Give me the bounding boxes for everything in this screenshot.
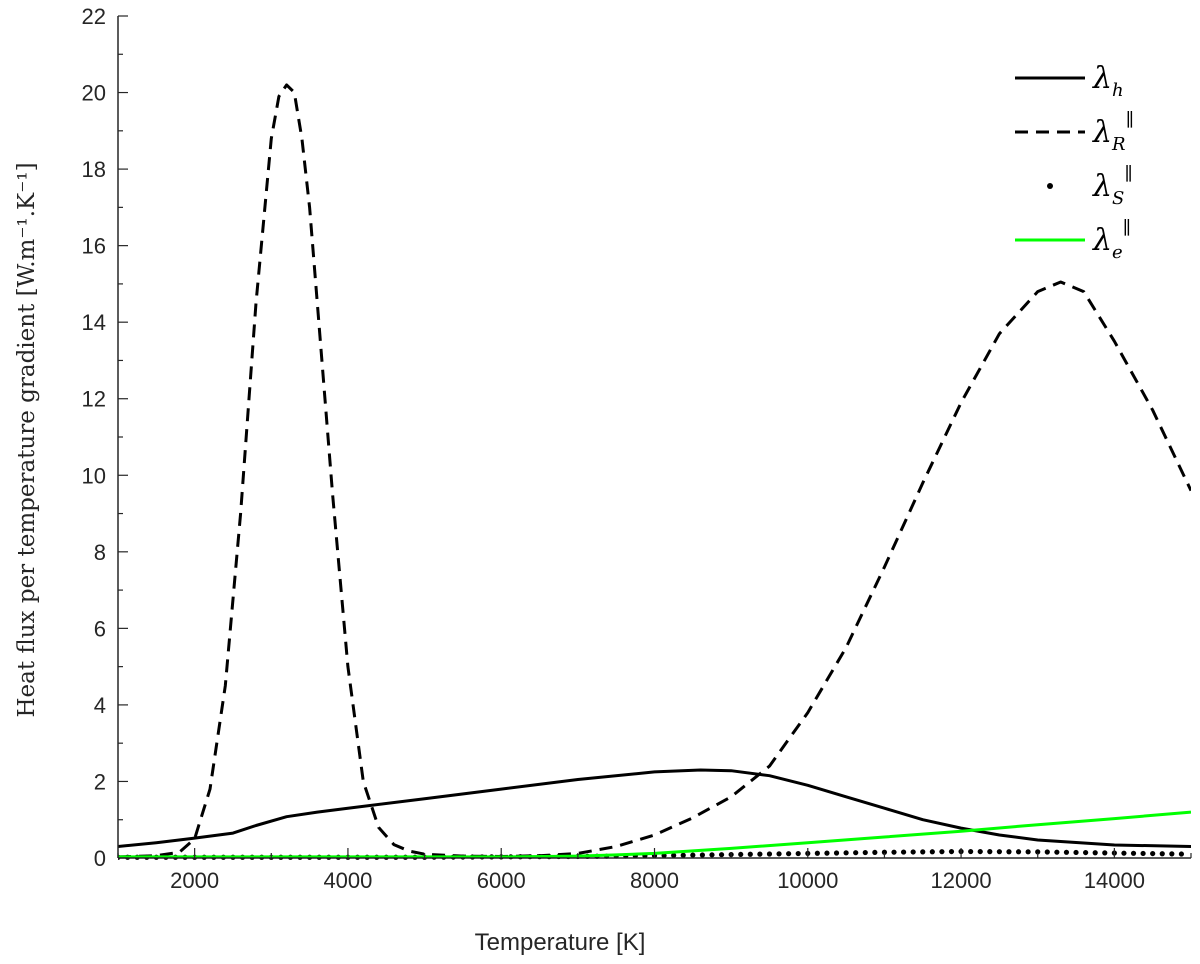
legend-subscript: S (1112, 188, 1124, 209)
series-3-line (118, 810, 1191, 859)
y-axis-title: Heat flux per temperature gradient [W.m⁻… (14, 162, 40, 717)
data-point (766, 851, 773, 857)
data-point (910, 849, 916, 855)
y-tick-label: 4 (94, 693, 106, 718)
x-tick-label: 14000 (1084, 868, 1145, 893)
data-point (987, 849, 993, 855)
data-point (1159, 851, 1165, 857)
data-point (824, 850, 830, 856)
y-tick-label: 20 (82, 81, 106, 106)
legend-subscript: e (1112, 242, 1123, 263)
legend-label: λR∥ (1092, 110, 1134, 155)
data-point (843, 850, 849, 856)
data-point (1054, 849, 1060, 855)
y-tick-label: 0 (94, 846, 106, 871)
data-point (996, 849, 1002, 855)
legend-label: λS∥ (1092, 164, 1133, 209)
x-tick-label: 12000 (930, 868, 991, 893)
data-point (881, 849, 888, 855)
data-point (891, 849, 897, 855)
x-tick-label: 10000 (777, 868, 838, 893)
data-point (1073, 849, 1079, 856)
legend-entry: λS∥ (1047, 164, 1133, 209)
data-point (1006, 849, 1012, 855)
data-point (977, 848, 983, 855)
legend-superscript: ∥ (1126, 110, 1134, 131)
data-point (853, 850, 859, 856)
data-point (1178, 851, 1185, 857)
data-point (862, 849, 868, 856)
data-point (1150, 850, 1156, 857)
data-point (1035, 849, 1041, 855)
legend-subscript: R (1111, 134, 1126, 155)
y-tick-label: 10 (82, 463, 106, 488)
data-point (1044, 849, 1050, 855)
data-point (939, 849, 945, 855)
data-point (718, 852, 725, 858)
legend-symbol: λ (1092, 61, 1112, 96)
y-tick-label: 6 (94, 616, 106, 641)
data-point (968, 848, 974, 855)
data-point (747, 851, 753, 857)
data-point (1025, 849, 1031, 855)
data-point (833, 850, 840, 856)
legend-symbol: λ (1092, 223, 1112, 258)
data-point (786, 851, 792, 857)
legend-marker (1047, 183, 1053, 189)
data-point (872, 849, 878, 856)
x-tick-label: 8000 (630, 868, 679, 893)
plot-area (118, 83, 1191, 860)
data-point (671, 852, 677, 859)
data-point (1092, 850, 1098, 856)
legend-symbol: λ (1092, 115, 1112, 150)
data-point (1102, 850, 1108, 856)
x-tick-label: 6000 (477, 868, 526, 893)
y-tick-label: 12 (82, 387, 106, 412)
data-point (948, 848, 955, 855)
y-tick-label: 14 (82, 310, 106, 335)
legend-entry: λh (1015, 61, 1124, 101)
data-point (1083, 849, 1089, 856)
series-0-line (118, 768, 1191, 848)
y-tick-label: 8 (94, 540, 106, 565)
legend-entry: λe∥ (1015, 218, 1131, 263)
data-point (795, 850, 801, 857)
data-point (1063, 849, 1070, 855)
x-axis-title: Temperature [K] (475, 929, 646, 956)
data-point (680, 852, 686, 858)
data-point (709, 852, 715, 858)
legend-superscript: ∥ (1124, 164, 1132, 185)
y-tick-label: 22 (82, 4, 106, 29)
data-point (1169, 851, 1175, 857)
data-point (929, 849, 935, 855)
data-point (900, 849, 907, 855)
x-tick-label: 4000 (323, 868, 372, 893)
data-point (814, 850, 820, 856)
legend-entry: λR∥ (1015, 110, 1134, 155)
data-point (776, 851, 782, 857)
series-1-line (118, 83, 1191, 859)
legend-symbol: λ (1092, 169, 1112, 204)
y-tick-label: 2 (94, 769, 106, 794)
y-tick-label: 16 (82, 234, 106, 259)
data-point (1121, 850, 1127, 856)
legend-superscript: ∥ (1123, 218, 1131, 239)
data-point (738, 851, 744, 858)
data-point (1015, 849, 1022, 855)
legend-subscript: h (1112, 80, 1124, 101)
data-point (699, 852, 706, 858)
data-point (757, 851, 763, 857)
legend-label: λh (1092, 61, 1124, 101)
data-point (1130, 850, 1137, 856)
data-point (690, 852, 696, 858)
data-point (920, 849, 926, 855)
y-tick-label: 18 (82, 157, 106, 182)
data-point (1140, 850, 1146, 857)
axes: 0 2 4 6 8 10 12 14 16 18 20 22 2000 4000 6000 8000 10000… (82, 4, 1192, 893)
x-tick-label: 2000 (170, 868, 219, 893)
legend-label: λe∥ (1092, 218, 1131, 263)
